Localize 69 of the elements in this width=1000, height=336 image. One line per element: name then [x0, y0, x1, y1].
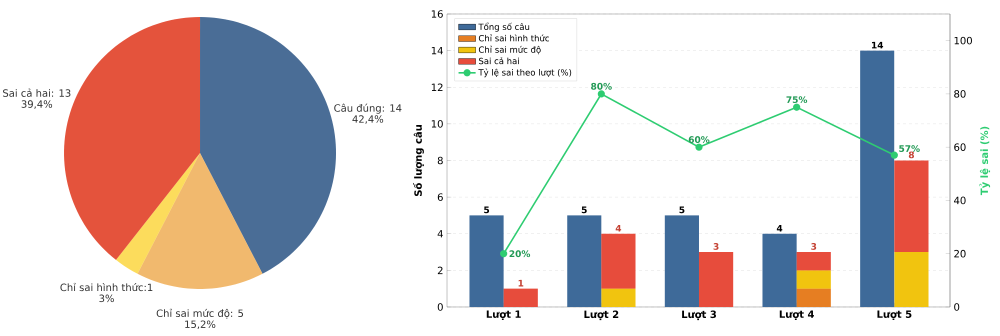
- y2-tick-label: 80: [954, 90, 966, 98]
- y-tick-label: 12: [432, 84, 442, 91]
- slice-label: Chỉ sai mức độ: 5: [156, 308, 244, 319]
- bar: [894, 160, 929, 252]
- data-label: 15,2%: [185, 320, 216, 330]
- y-tick-label: 0: [438, 303, 443, 311]
- data-label: 57%: [899, 145, 920, 152]
- annotation: 4: [616, 224, 622, 232]
- bar: [796, 252, 831, 270]
- annotation: 3: [714, 243, 719, 250]
- data-label: 4: [776, 224, 782, 232]
- bar: [796, 288, 831, 307]
- y-tick-label: 4: [438, 230, 443, 238]
- y2-tick-label: 40: [954, 196, 966, 204]
- data-label: 80%: [591, 82, 612, 90]
- bar: [894, 252, 929, 307]
- bar: [664, 215, 699, 307]
- legend-label: Chỉ sai mức độ: [478, 46, 541, 54]
- point: [695, 144, 703, 151]
- point: [598, 90, 605, 98]
- y-tick-label: 14: [432, 46, 443, 54]
- bar: [601, 234, 636, 289]
- x-tick-label: Lượt 1: [486, 310, 521, 320]
- x-tick-label: Lượt 4: [780, 310, 814, 320]
- bar: [469, 215, 504, 307]
- data-label: 39,4%: [22, 100, 52, 109]
- y-tick-label: 2: [438, 266, 442, 274]
- annotation: 3: [811, 243, 816, 250]
- legend-label: Tổng số câu: [478, 22, 530, 32]
- slice-label: Sai cả hai: 13: [3, 88, 70, 97]
- y2-tick-label: 100: [954, 36, 972, 44]
- annotation: 1: [518, 280, 524, 286]
- data-label: 3%: [99, 294, 114, 302]
- data-label: 60%: [688, 136, 710, 143]
- y-tick-label: 16: [432, 10, 443, 18]
- bar: [698, 252, 734, 307]
- bar: [796, 270, 831, 289]
- slice-label: Câu đúng: 14: [334, 104, 402, 114]
- y2-axis-title: Tỷ lệ sai (%): [979, 126, 990, 196]
- data-label: 5: [582, 206, 587, 214]
- point: [500, 250, 508, 258]
- slice-label: Chỉ sai hình thức:1: [60, 282, 152, 292]
- y-tick-label: 8: [438, 156, 443, 164]
- y-tick-label: 6: [438, 193, 443, 201]
- y2-tick-label: 0: [954, 303, 960, 311]
- y-axis-title: Số lượng câu: [413, 125, 424, 196]
- x-tick-label: Lượt 2: [584, 310, 618, 320]
- annotation: 8: [908, 151, 914, 158]
- data-label: 5: [679, 206, 684, 214]
- bar: [567, 215, 602, 307]
- data-label: 42,4%: [352, 115, 384, 124]
- point: [890, 152, 898, 159]
- legend-label: Chỉ sai hình thức: [478, 34, 549, 42]
- bar: [860, 50, 894, 307]
- legend-label: Sai cả hai: [478, 57, 519, 64]
- x-tick-label: Lượt 3: [682, 310, 716, 320]
- data-label: 5: [484, 206, 490, 214]
- y2-tick-label: 60: [954, 143, 966, 151]
- data-label: 20%: [510, 250, 530, 258]
- y2-tick-label: 20: [954, 250, 966, 258]
- bar: [504, 288, 538, 307]
- x-tick-label: Lượt 5: [877, 310, 912, 320]
- legend-label: Tỷ lệ sai theo lượt (%): [478, 68, 572, 78]
- bar: [601, 288, 636, 307]
- point: [793, 104, 800, 111]
- data-label: 14: [872, 42, 884, 48]
- bar: [762, 234, 797, 307]
- y-tick-label: 10: [432, 120, 443, 128]
- data-label: 75%: [786, 96, 808, 104]
